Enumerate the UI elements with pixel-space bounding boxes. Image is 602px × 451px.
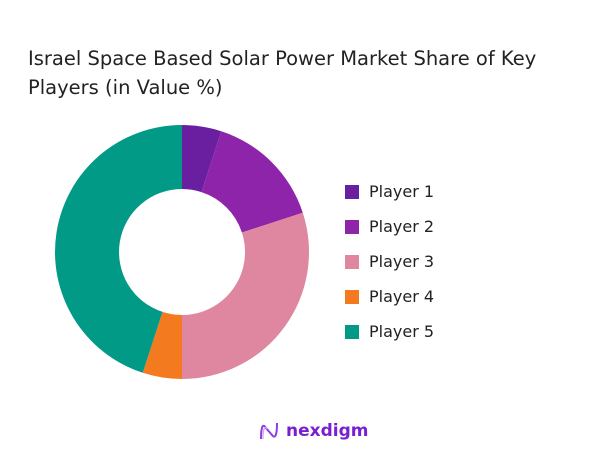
brand-name: nexdigm: [286, 421, 369, 441]
slice-player-3: [182, 212, 309, 379]
slice-player-1: [182, 125, 222, 193]
nexdigm-logo: nexdigm: [258, 420, 368, 442]
legend-label: Player 5: [369, 322, 435, 341]
legend-item: Player 2: [345, 209, 434, 244]
legend-item: Player 1: [345, 174, 434, 209]
chart-title: Israel Space Based Solar Power Market Sh…: [28, 47, 537, 99]
slice-player-5: [55, 125, 182, 373]
legend-label: Player 3: [369, 252, 435, 271]
legend-swatch: [345, 254, 359, 269]
slice-player-4: [142, 311, 182, 379]
legend-swatch: [345, 219, 359, 234]
legend-label: Player 2: [369, 217, 435, 236]
legend-item: Player 3: [345, 244, 434, 279]
legend-item: Player 4: [345, 279, 434, 314]
slice-player-2: [201, 131, 303, 233]
legend-label: Player 4: [369, 287, 435, 306]
nexdigm-logo-icon: [260, 422, 278, 440]
legend-item: Player 5: [345, 314, 434, 349]
legend-label: Player 1: [369, 182, 435, 201]
legend-swatch: [345, 289, 359, 304]
legend-swatch: [345, 184, 359, 199]
legend-swatch: [345, 324, 359, 339]
legend: Player 1 Player 2 Player 3 Player 4 Player 5: [345, 174, 434, 349]
